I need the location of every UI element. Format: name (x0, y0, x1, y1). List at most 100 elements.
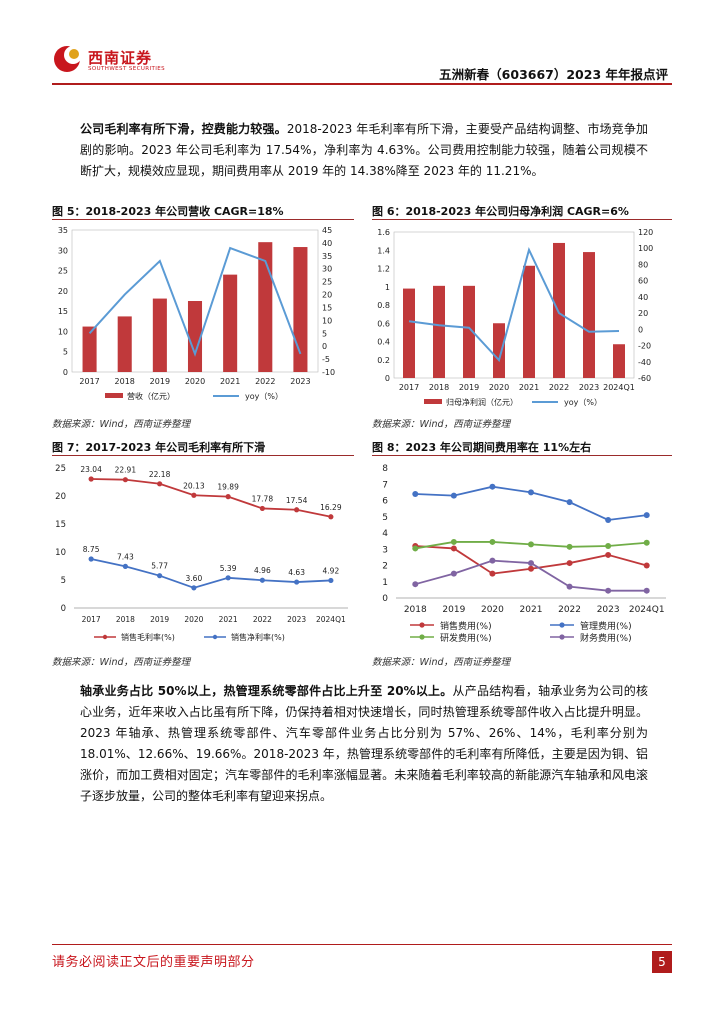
x-tick-label: 2019 (459, 383, 479, 392)
figure-5-rule (52, 219, 354, 220)
series-point (566, 560, 573, 567)
figure-8-title: 图 8：2023 年公司期间费用率在 11%左右 (372, 441, 592, 454)
yoy-line (408, 246, 620, 363)
x-tick-label: 2020 (481, 605, 504, 615)
series-point (528, 565, 534, 572)
x-tick-label: 2019 (150, 377, 170, 386)
series-point (450, 570, 457, 577)
x-tick-label: 2024Q1 (603, 383, 635, 392)
left-tick-label: 0.8 (377, 301, 390, 310)
legend-swatch-dot (419, 622, 425, 628)
series-point (294, 579, 300, 585)
series-point (294, 507, 300, 513)
right-tick-label: 15 (322, 303, 332, 312)
logo-text: 西南证券 (88, 49, 153, 67)
left-tick-label: 35 (58, 226, 68, 235)
series-point (412, 581, 419, 588)
paragraph-margin-lead: 公司毛利率有所下滑，控费能力较强。 (80, 122, 287, 136)
bar (523, 265, 535, 378)
right-tick-label: 20 (638, 309, 648, 318)
legend-swatch-dot (559, 622, 565, 628)
bar (117, 316, 132, 372)
series-point (259, 577, 265, 583)
series-point (88, 556, 94, 562)
series-point (412, 545, 419, 552)
right-tick-label: 25 (322, 278, 332, 287)
yoy-line (88, 246, 302, 357)
data-label: 23.04 (80, 465, 102, 474)
series-point (259, 505, 265, 512)
bar (223, 274, 238, 372)
series-point (528, 541, 534, 548)
figure-5-source: 数据来源：Wind，西南证券整理 (52, 419, 191, 430)
x-tick-label: 2024Q1 (316, 615, 346, 624)
legend-swatch-dot (212, 634, 218, 640)
right-tick-label: 80 (638, 260, 648, 269)
y-tick-label: 8 (382, 464, 388, 474)
bar (82, 326, 97, 372)
bar (433, 285, 445, 378)
figure-7-rule (52, 455, 354, 456)
legend-label: 销售净利率(%) (231, 632, 285, 642)
x-tick-label: 2018 (404, 605, 427, 615)
page-number: 5 (652, 951, 672, 973)
bar (553, 242, 565, 378)
series-point (157, 573, 163, 579)
figure-6-title: 图 6：2018-2023 年公司归母净利润 CAGR=6% (372, 205, 629, 218)
series-point (643, 539, 650, 546)
left-tick-label: 25 (58, 267, 68, 276)
right-tick-label: 45 (322, 226, 332, 235)
series-point (450, 545, 457, 552)
series-point (605, 587, 612, 594)
right-tick-label: -40 (638, 358, 651, 367)
legend-bar-swatch (105, 393, 123, 398)
header-rule (52, 83, 672, 85)
legend-line-label: yoy（%） (564, 398, 602, 407)
series-point (643, 512, 650, 519)
footer-notice: 请务必阅读正文后的重要声明部分 (52, 955, 255, 970)
y-tick-label: 2 (382, 562, 388, 572)
x-tick-label: 2017 (79, 377, 99, 386)
bar (258, 242, 273, 372)
legend-label: 研发费用(%) (440, 632, 492, 644)
x-tick-label: 2023 (579, 383, 599, 392)
series-point (225, 575, 231, 581)
bar (493, 323, 505, 378)
legend-swatch-dot (102, 634, 108, 640)
y-tick-label: 20 (55, 492, 66, 502)
x-tick-label: 2022 (549, 383, 569, 392)
logo (52, 42, 162, 76)
series-point (605, 551, 612, 558)
series-point (88, 476, 94, 482)
x-tick-label: 2023 (597, 605, 620, 615)
data-label: 4.96 (254, 566, 271, 575)
y-tick-label: 0 (61, 604, 66, 614)
x-tick-label: 2022 (253, 615, 272, 624)
figure-8-source: 数据来源：Wind，西南证券整理 (372, 657, 511, 668)
series-point (328, 514, 334, 520)
data-label: 5.77 (151, 562, 168, 571)
paragraph-business: 轴承业务占比 50%以上，热管理系统零部件占比上升至 20%以上。从产品结构看，… (80, 681, 648, 807)
y-tick-label: 4 (382, 529, 388, 539)
series-line (91, 478, 332, 518)
bar (293, 247, 308, 372)
series-point (450, 538, 457, 545)
data-label: 17.78 (252, 494, 274, 503)
right-tick-label: 30 (322, 265, 332, 274)
series-point (489, 483, 496, 490)
series-point (489, 557, 496, 564)
series-point (122, 563, 128, 569)
y-tick-label: 15 (55, 520, 66, 530)
series-point (605, 543, 612, 549)
right-tick-label: 5 (322, 329, 327, 338)
right-tick-label: 40 (638, 293, 648, 302)
series-point (489, 538, 496, 545)
x-tick-label: 2019 (150, 615, 169, 624)
right-tick-label: 0 (322, 342, 327, 351)
left-tick-label: 1.2 (377, 265, 390, 274)
y-tick-label: 25 (55, 464, 66, 474)
figure-8-chart: 0 1 2 3 4 5 6 7 8 2018 2019 2020 2021 2022 2023 2024Q1 销… (382, 464, 666, 644)
legend-bar-swatch (424, 399, 442, 404)
y-tick-label: 6 (382, 497, 388, 507)
series-point (225, 494, 231, 500)
